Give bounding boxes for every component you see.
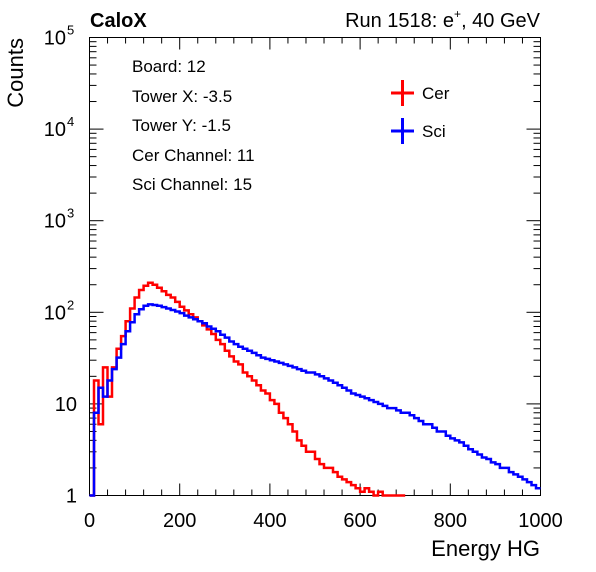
series-line-sci <box>89 303 541 497</box>
x-tick-label: 1000 <box>518 510 563 532</box>
plot-frame <box>89 37 541 496</box>
y-tick-label: 10 <box>44 119 66 141</box>
header-right-label: Run 1518: e+, 40 GeV <box>345 7 541 32</box>
y-tick-exponent: 4 <box>67 114 74 129</box>
info-tower-y: Tower Y: -1.5 <box>132 116 231 135</box>
y-tick-exponent: 2 <box>67 297 74 312</box>
x-tick-label: 600 <box>343 510 376 532</box>
x-tick-label: 800 <box>434 510 467 532</box>
y-tick-exponent: 3 <box>67 206 74 221</box>
info-box: Board: 12 Tower X: -3.5 Tower Y: -1.5 Ce… <box>132 52 255 200</box>
legend-entry-sci: Sci <box>391 118 446 144</box>
info-board: Board: 12 <box>132 57 206 76</box>
legend-entry-cer: Cer <box>391 80 450 106</box>
x-tick-label: 400 <box>253 510 286 532</box>
y-tick-exponent: 5 <box>67 23 74 38</box>
y-tick-label: 10 <box>44 28 66 50</box>
series-group <box>89 281 541 497</box>
info-cer-channel: Cer Channel: 11 <box>132 145 255 165</box>
x-axis-label: Energy HG <box>431 536 540 561</box>
info-sci-channel: Sci Channel: 15 <box>132 175 253 194</box>
y-tick-label: 1 <box>66 486 77 508</box>
y-tick-label: 10 <box>44 302 66 324</box>
y-axis-label: Counts <box>3 38 28 108</box>
legend-label-sci: Sci <box>422 122 446 141</box>
y-tick-label: 10 <box>55 394 77 416</box>
info-tower-x: Tower X: -3.5 <box>132 86 233 106</box>
x-tick-label: 0 <box>84 510 95 532</box>
x-tick-label: 200 <box>163 510 196 532</box>
series-line-cer <box>89 281 406 497</box>
header-left-label: CaloX <box>90 10 147 32</box>
legend-label-cer: Cer <box>422 84 450 103</box>
y-tick-label: 10 <box>44 211 66 233</box>
legend: Cer Sci <box>391 80 450 144</box>
